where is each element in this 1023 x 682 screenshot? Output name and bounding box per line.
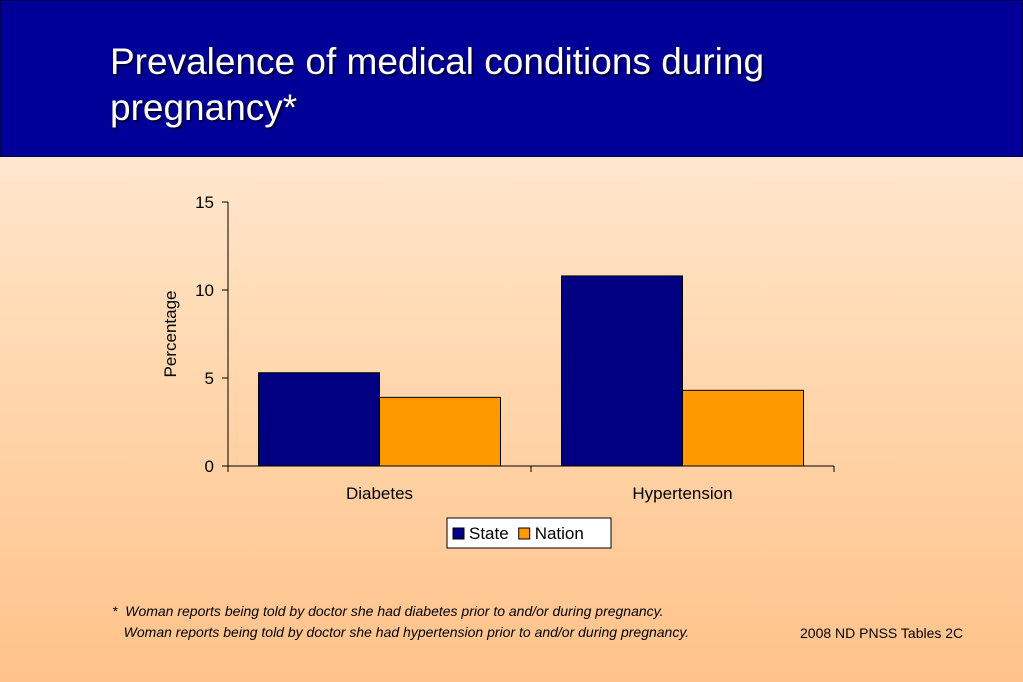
title-banner: Prevalence of medical conditions during … (0, 0, 1023, 157)
source-citation: 2008 ND PNSS Tables 2C (800, 625, 964, 641)
legend-swatch-nation (518, 527, 531, 540)
bar-state-diabetes (258, 372, 380, 467)
x-tick-label: Diabetes (346, 484, 413, 503)
y-tick-label: 0 (205, 457, 214, 476)
y-axis-title: Percentage (161, 291, 180, 378)
bar-nation-diabetes (379, 396, 501, 467)
y-tick-label: 5 (205, 369, 214, 388)
x-tick-label: Hypertension (632, 484, 732, 503)
bar-state-hypertension (561, 275, 683, 467)
bar-nation-hypertension (682, 389, 804, 467)
y-tick-label: 10 (195, 281, 214, 300)
footnote-line-2: Woman reports being told by doctor she h… (112, 624, 690, 640)
legend-swatch-state (452, 527, 465, 540)
legend-label-state: State (469, 524, 509, 543)
slide-title: Prevalence of medical conditions during … (110, 41, 765, 128)
y-tick-label: 15 (195, 193, 214, 212)
footnote-line-1: * Woman reports being told by doctor she… (112, 603, 664, 619)
legend-label-nation: Nation (535, 524, 584, 543)
